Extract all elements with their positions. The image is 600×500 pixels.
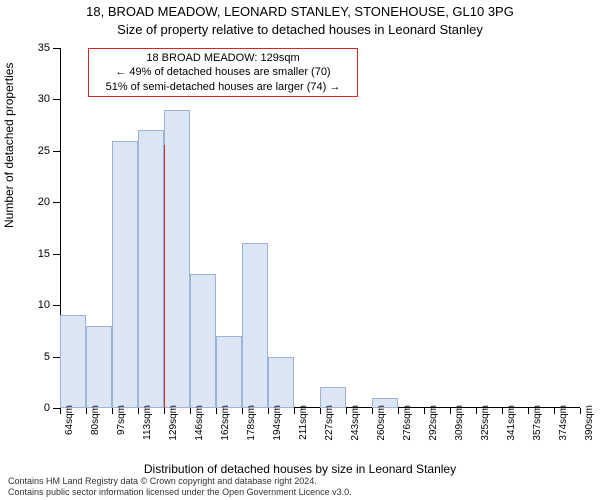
x-tick — [398, 408, 399, 414]
x-tick — [86, 408, 87, 414]
x-tick — [320, 408, 321, 414]
x-tick — [346, 408, 347, 414]
y-tick — [53, 202, 60, 203]
y-tick-label: 25 — [20, 145, 50, 157]
x-tick — [242, 408, 243, 414]
x-tick — [528, 408, 529, 414]
x-tick-label: 211sqm — [298, 405, 309, 440]
y-tick-label: 15 — [20, 248, 50, 260]
x-tick-label: 113sqm — [142, 405, 153, 440]
x-tick — [580, 408, 581, 414]
x-tick-label: 162sqm — [220, 405, 231, 441]
x-tick-label: 97sqm — [116, 405, 127, 435]
annotation-box: 18 BROAD MEADOW: 129sqm ← 49% of detache… — [88, 48, 358, 97]
x-tick — [424, 408, 425, 414]
x-tick — [138, 408, 139, 414]
histogram-bar — [190, 274, 216, 408]
histogram-bar — [268, 357, 294, 408]
annotation-line3: 51% of semi-detached houses are larger (… — [95, 80, 351, 94]
annotation-line2: ← 49% of detached houses are smaller (70… — [95, 65, 351, 79]
x-tick-label: 357sqm — [532, 405, 543, 441]
x-tick-label: 129sqm — [168, 405, 179, 441]
y-tick — [53, 357, 60, 358]
chart-title-main: 18, BROAD MEADOW, LEONARD STANLEY, STONE… — [0, 4, 600, 19]
y-tick-label: 10 — [20, 299, 50, 311]
histogram-bar — [112, 141, 138, 408]
chart-title-sub: Size of property relative to detached ho… — [0, 22, 600, 37]
x-tick-label: 146sqm — [194, 405, 205, 441]
histogram-bar — [138, 130, 164, 408]
histogram-bar — [60, 315, 86, 408]
y-tick — [53, 48, 60, 49]
x-tick — [268, 408, 269, 414]
x-tick — [216, 408, 217, 414]
plot-area: 05101520253035 64sqm80sqm97sqm113sqm129s… — [60, 48, 580, 408]
annotation-line1: 18 BROAD MEADOW: 129sqm — [95, 51, 351, 65]
x-tick-label: 227sqm — [324, 405, 335, 441]
histogram-bar — [242, 243, 268, 408]
x-tick-label: 243sqm — [350, 405, 361, 441]
histogram-bar — [164, 110, 190, 408]
x-tick-label: 178sqm — [246, 405, 257, 441]
x-tick-label: 325sqm — [480, 405, 491, 441]
histogram-bar — [86, 326, 112, 408]
x-tick — [372, 408, 373, 414]
footer-credits: Contains HM Land Registry data © Crown c… — [8, 476, 352, 498]
footer-line1: Contains HM Land Registry data © Crown c… — [8, 476, 352, 487]
x-tick-label: 276sqm — [402, 405, 413, 441]
x-tick-label: 64sqm — [64, 405, 75, 435]
y-tick — [53, 305, 60, 306]
x-tick — [554, 408, 555, 414]
y-tick-label: 30 — [20, 93, 50, 105]
y-tick-label: 20 — [20, 196, 50, 208]
x-tick-label: 341sqm — [506, 405, 517, 441]
histogram-bar — [216, 336, 242, 408]
x-tick — [164, 408, 165, 414]
x-tick-label: 390sqm — [584, 405, 595, 441]
y-tick-label: 5 — [20, 351, 50, 363]
y-tick — [53, 408, 60, 409]
footer-line2: Contains public sector information licen… — [8, 487, 352, 498]
x-tick-label: 260sqm — [376, 405, 387, 441]
x-tick-label: 292sqm — [428, 405, 439, 441]
highlight-marker-line — [164, 145, 165, 408]
y-axis-label: Number of detached properties — [2, 63, 16, 228]
y-tick-label: 0 — [20, 402, 50, 414]
y-tick — [53, 99, 60, 100]
y-tick — [53, 254, 60, 255]
x-tick — [476, 408, 477, 414]
y-tick-label: 35 — [20, 42, 50, 54]
x-tick-label: 374sqm — [558, 405, 569, 441]
x-tick-label: 309sqm — [454, 405, 465, 441]
x-tick — [112, 408, 113, 414]
x-tick — [190, 408, 191, 414]
x-tick — [60, 408, 61, 414]
x-tick — [502, 408, 503, 414]
x-tick — [294, 408, 295, 414]
x-tick — [450, 408, 451, 414]
x-tick-label: 194sqm — [272, 405, 283, 441]
x-tick-label: 80sqm — [90, 405, 101, 435]
x-axis-label: Distribution of detached houses by size … — [0, 462, 600, 476]
y-tick — [53, 151, 60, 152]
